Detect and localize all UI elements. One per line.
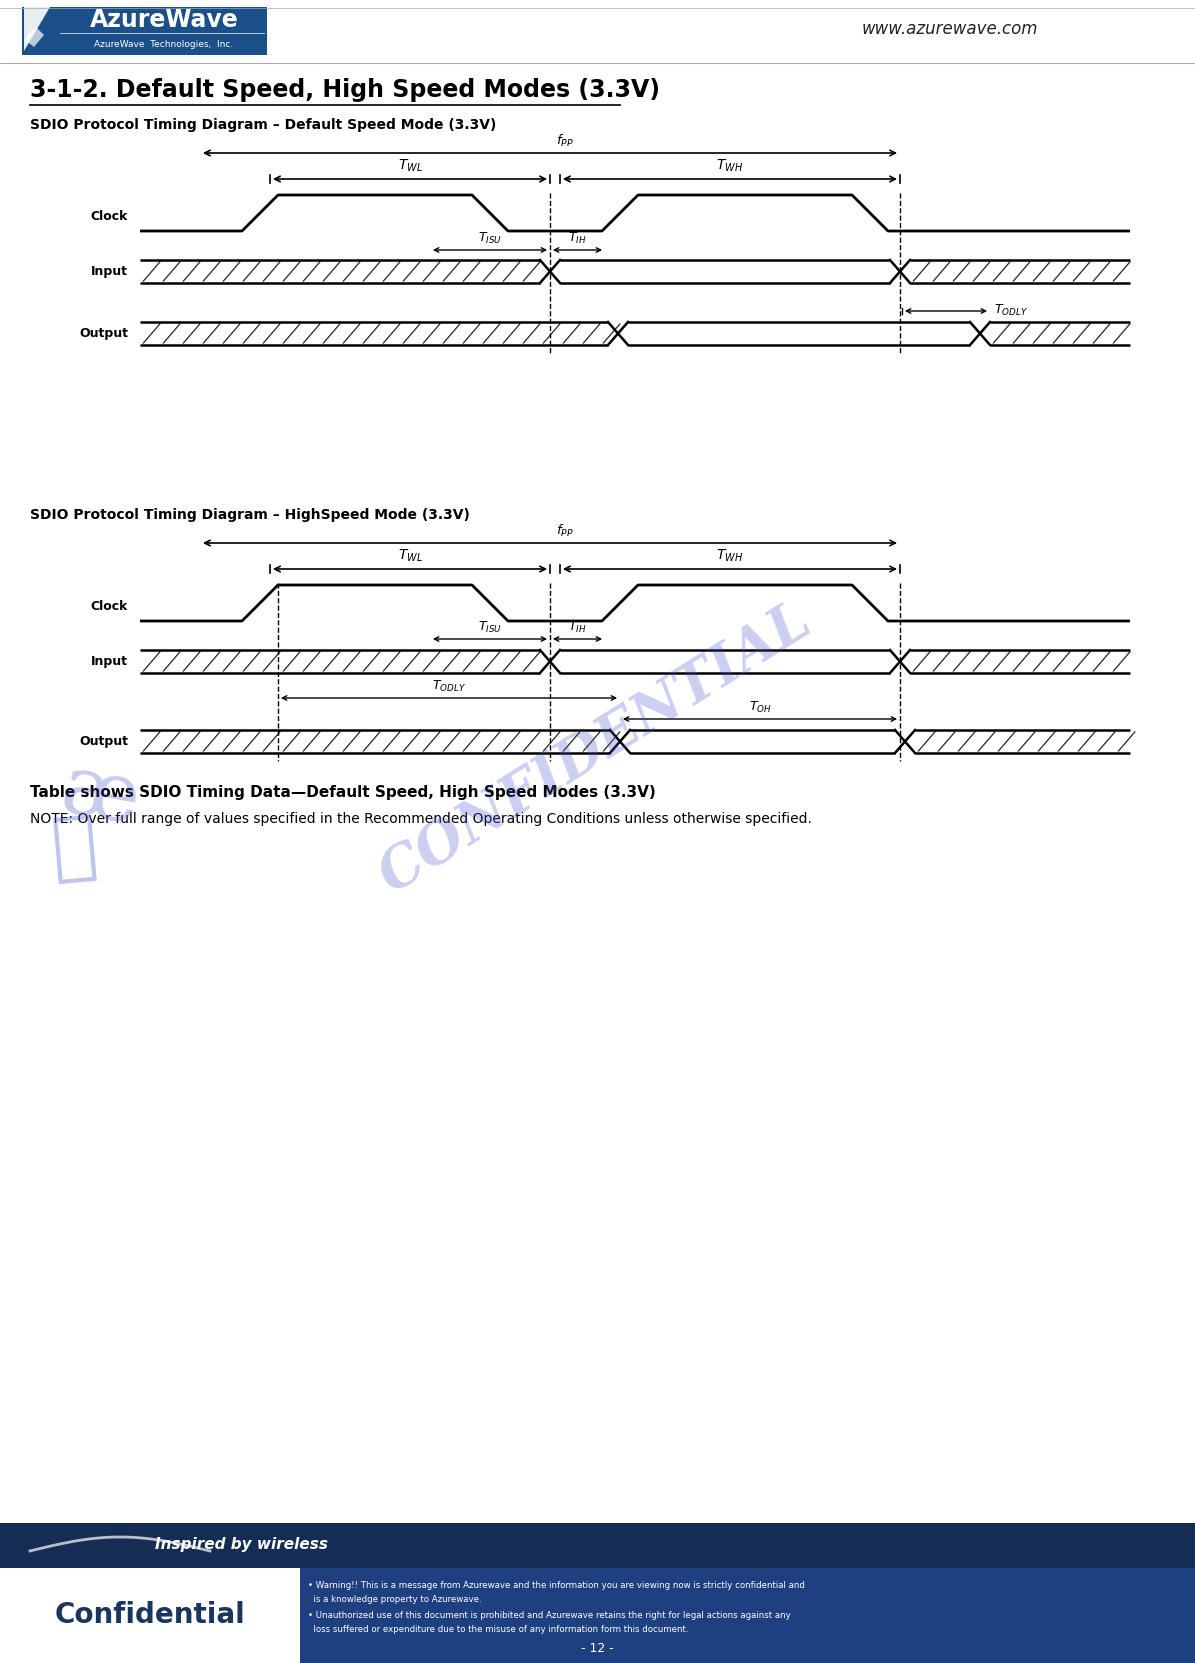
Text: $T_{WL}$: $T_{WL}$ [398, 158, 423, 175]
Text: Output: Output [79, 735, 128, 748]
Text: $T_{ISU}$: $T_{ISU}$ [478, 231, 502, 246]
Text: • Warning!! This is a message from Azurewave and the information you are viewing: • Warning!! This is a message from Azure… [308, 1580, 805, 1590]
Text: is a knowledge property to Azurewave.: is a knowledge property to Azurewave. [308, 1595, 482, 1603]
Text: www.azurewave.com: www.azurewave.com [862, 20, 1038, 38]
FancyBboxPatch shape [0, 1523, 1195, 1568]
Text: CONFIDENTIAL: CONFIDENTIAL [369, 592, 822, 905]
Polygon shape [24, 7, 50, 52]
Text: SDIO Protocol Timing Diagram – Default Speed Mode (3.3V): SDIO Protocol Timing Diagram – Default S… [30, 118, 496, 131]
Polygon shape [27, 7, 54, 52]
Text: NOTE: Over full range of values specified in the Recommended Operating Condition: NOTE: Over full range of values specifie… [30, 812, 811, 827]
Text: $T_{WH}$: $T_{WH}$ [717, 158, 743, 175]
Text: Input: Input [91, 264, 128, 278]
Text: - 12 -: - 12 - [581, 1643, 613, 1655]
Text: Clock: Clock [91, 600, 128, 614]
Text: $T_{WL}$: $T_{WL}$ [398, 547, 423, 564]
FancyBboxPatch shape [22, 7, 266, 55]
FancyBboxPatch shape [0, 1523, 1195, 1663]
Text: Clock: Clock [91, 211, 128, 223]
Text: AzureWave: AzureWave [90, 8, 239, 33]
Text: $T_{IH}$: $T_{IH}$ [568, 620, 587, 635]
Text: Output: Output [79, 328, 128, 339]
Text: $T_{ODLY}$: $T_{ODLY}$ [431, 679, 466, 693]
Polygon shape [25, 27, 44, 47]
Text: Confidential: Confidential [55, 1601, 245, 1630]
Text: SDIO Protocol Timing Diagram – HighSpeed Mode (3.3V): SDIO Protocol Timing Diagram – HighSpeed… [30, 507, 470, 522]
Text: æ: æ [55, 748, 146, 841]
Text: • Unauthorized use of this document is prohibited and Azurewave retains the righ: • Unauthorized use of this document is p… [308, 1610, 791, 1620]
Text: $T_{ISU}$: $T_{ISU}$ [478, 620, 502, 635]
Text: Inspired by wireless: Inspired by wireless [155, 1538, 327, 1553]
Text: Table shows SDIO Timing Data—Default Speed, High Speed Modes (3.3V): Table shows SDIO Timing Data—Default Spe… [30, 785, 656, 800]
Text: Input: Input [91, 655, 128, 669]
Text: AzureWave  Technologies,  Inc.: AzureWave Technologies, Inc. [94, 40, 234, 48]
Text: $T_{ODLY}$: $T_{ODLY}$ [994, 303, 1028, 318]
Text: 3-1-2. Default Speed, High Speed Modes (3.3V): 3-1-2. Default Speed, High Speed Modes (… [30, 78, 660, 101]
Text: $f_{PP}$: $f_{PP}$ [556, 133, 574, 150]
Text: $T_{IH}$: $T_{IH}$ [568, 231, 587, 246]
FancyBboxPatch shape [0, 1568, 300, 1663]
FancyBboxPatch shape [300, 1568, 1195, 1663]
Text: $T_{WH}$: $T_{WH}$ [717, 547, 743, 564]
Text: $f_{PP}$: $f_{PP}$ [556, 522, 574, 539]
Text: $T_{OH}$: $T_{OH}$ [748, 700, 772, 715]
Text: ℓ: ℓ [48, 810, 100, 886]
Text: loss suffered or expenditure due to the misuse of any information form this docu: loss suffered or expenditure due to the … [308, 1625, 688, 1633]
